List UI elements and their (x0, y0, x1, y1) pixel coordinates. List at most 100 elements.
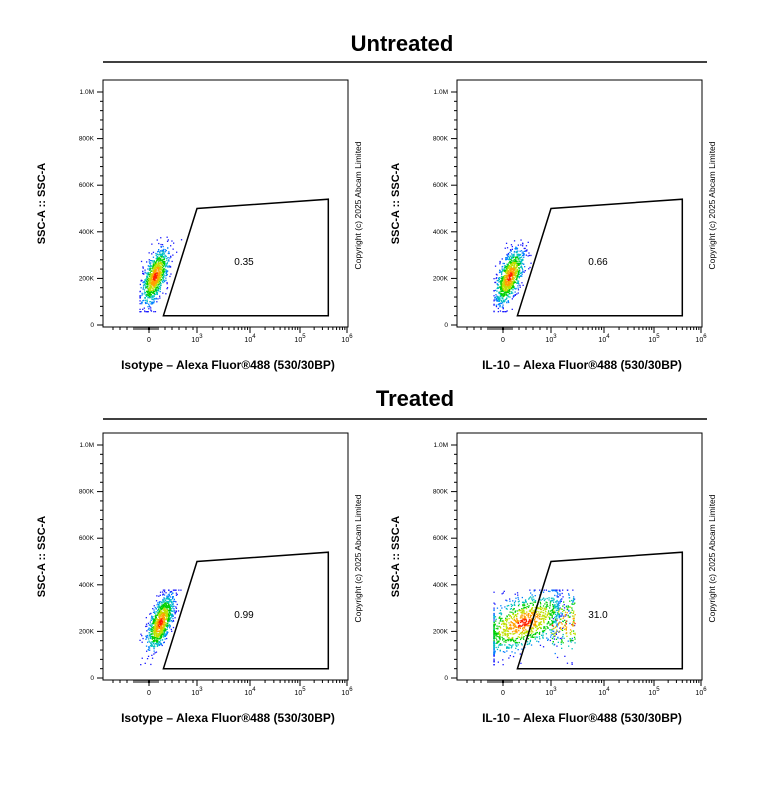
event-point (503, 270, 505, 272)
event-point (154, 288, 156, 290)
event-point (145, 625, 147, 628)
event-point (493, 290, 495, 292)
event-point (152, 274, 154, 276)
event-point (521, 624, 524, 626)
event-point (542, 615, 545, 617)
event-point (561, 598, 563, 600)
event-point (549, 614, 551, 616)
group-title-treated: Treated (376, 386, 454, 411)
event-point (511, 255, 513, 257)
event-point (549, 629, 551, 631)
event-point (494, 616, 497, 618)
event-point (147, 294, 149, 297)
event-point (558, 602, 560, 604)
event-point (158, 257, 160, 259)
event-point (519, 257, 522, 259)
event-point (504, 651, 506, 653)
event-point (570, 611, 572, 614)
event-point (160, 274, 162, 276)
event-point (150, 260, 152, 262)
event-point (161, 639, 164, 641)
event-point (526, 635, 528, 637)
event-point (554, 626, 556, 629)
event-point (531, 597, 533, 599)
event-point (536, 625, 538, 627)
event-point (148, 266, 150, 268)
event-point (150, 273, 152, 275)
event-point (149, 629, 151, 631)
event-point (151, 287, 153, 289)
event-point (164, 622, 167, 624)
event-point (509, 268, 511, 270)
event-point (510, 265, 512, 267)
event-point (168, 602, 170, 604)
event-point (148, 283, 150, 286)
event-point (180, 239, 183, 241)
y-tick-label: 0 (444, 675, 448, 682)
event-point (145, 272, 147, 274)
event-point (559, 626, 562, 629)
event-point (573, 624, 576, 627)
event-point (153, 299, 155, 301)
event-point (505, 626, 507, 628)
event-point (163, 274, 165, 276)
event-point (157, 628, 159, 631)
event-point (174, 611, 176, 614)
event-point (507, 291, 509, 293)
event-point (501, 636, 503, 638)
x-tick-exponent: 4 (606, 687, 610, 693)
event-point (158, 627, 160, 630)
event-point (568, 606, 570, 608)
event-point (521, 273, 523, 275)
event-point (493, 609, 495, 611)
event-point (534, 618, 536, 621)
x-tick-exponent: 6 (349, 334, 353, 340)
event-point (547, 638, 549, 640)
event-point (506, 270, 508, 272)
event-point (543, 622, 545, 624)
event-point (171, 602, 173, 604)
event-point (498, 296, 500, 298)
event-point (540, 603, 542, 605)
event-point (155, 623, 157, 625)
event-point (508, 286, 510, 288)
event-point (164, 610, 166, 613)
event-point (160, 272, 162, 274)
event-point (543, 627, 545, 630)
event-point (545, 633, 547, 635)
event-point (562, 633, 564, 636)
event-point (147, 638, 150, 640)
event-point (534, 638, 536, 640)
event-point (520, 662, 522, 664)
event-point (506, 267, 508, 269)
event-point (532, 636, 534, 638)
event-point (162, 265, 165, 267)
event-point (529, 602, 531, 605)
event-point (562, 617, 564, 620)
event-point (168, 606, 170, 608)
event-point (574, 602, 576, 604)
event-point (555, 605, 557, 608)
y-tick-label: 800K (433, 136, 449, 143)
event-point (142, 287, 145, 289)
event-point (534, 622, 536, 624)
event-point (157, 626, 159, 628)
event-point (143, 307, 145, 309)
event-point (540, 623, 543, 626)
gate-percentage: 31.0 (588, 610, 608, 621)
event-point (152, 270, 154, 272)
event-point (498, 617, 500, 619)
event-point (517, 263, 519, 266)
event-point (522, 284, 524, 286)
event-point (161, 629, 163, 631)
event-point (517, 272, 519, 275)
event-point (509, 624, 511, 626)
event-point (167, 600, 169, 603)
event-point (559, 594, 561, 596)
event-point (527, 630, 529, 632)
event-point (506, 634, 509, 636)
event-point (170, 245, 172, 247)
event-point (153, 642, 155, 645)
event-point (510, 647, 512, 649)
